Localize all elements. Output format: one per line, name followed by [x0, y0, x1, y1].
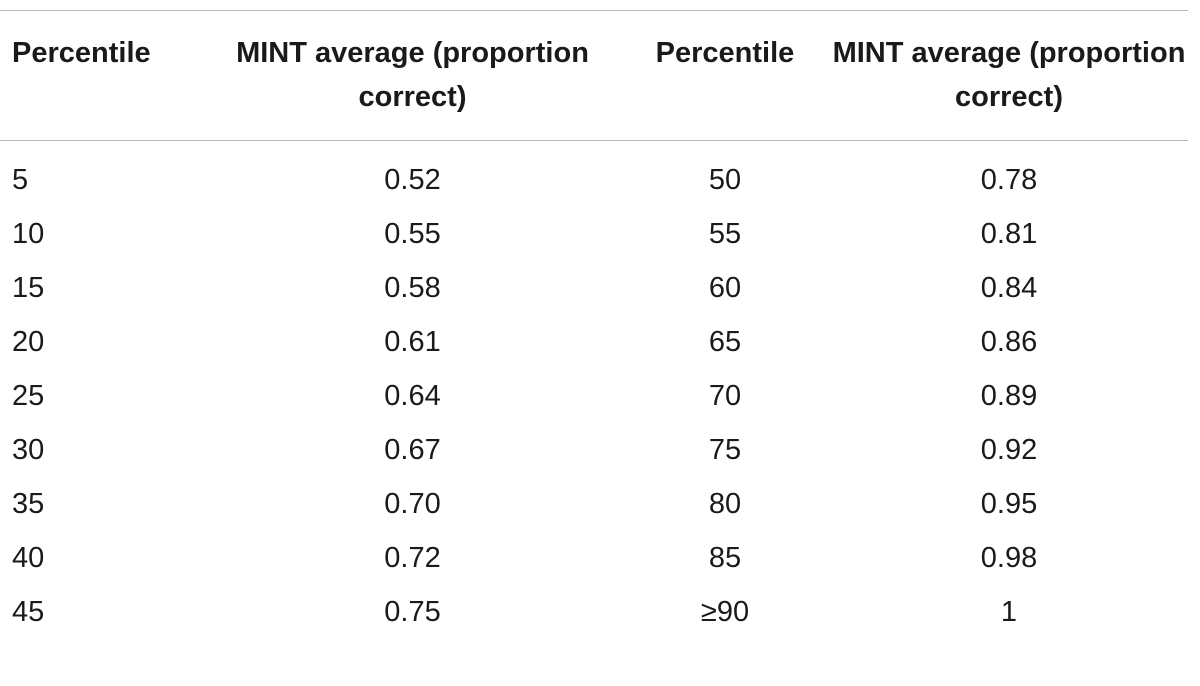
- cell-mint-average: 0.98: [980, 541, 1038, 574]
- table-row: 10 0.55 55 0.81: [0, 207, 1188, 261]
- cell-mint-average: 0.86: [980, 325, 1038, 358]
- cell-percentile: 45: [12, 595, 45, 628]
- cell-percentile: 80: [708, 487, 742, 520]
- cell-mint-average: 0.70: [384, 487, 441, 520]
- cell-percentile: 40: [12, 541, 45, 574]
- table-row: 35 0.70 80 0.95: [0, 477, 1188, 531]
- cell-percentile: 30: [12, 433, 45, 466]
- table-row: 40 0.72 85 0.98: [0, 531, 1188, 585]
- cell-mint-average: 0.72: [384, 541, 441, 574]
- cell-percentile: 10: [12, 217, 45, 250]
- header-mint-average-2: MINT average (proportion correct): [832, 37, 1186, 113]
- cell-mint-average: 0.89: [980, 379, 1038, 412]
- table-row: 45 0.75 ≥90 1: [0, 585, 1188, 639]
- cell-percentile: 85: [708, 541, 742, 574]
- cell-mint-average: 0.52: [384, 163, 441, 196]
- cell-percentile: 55: [708, 217, 742, 250]
- cell-percentile: 70: [708, 379, 742, 412]
- table-body: 5 0.52 50 0.78 10 0.55 55 0.81 15 0.58 6…: [0, 141, 1188, 640]
- table-row: 30 0.67 75 0.92: [0, 423, 1188, 477]
- cell-percentile: 50: [708, 163, 742, 196]
- cell-percentile: 15: [12, 271, 45, 304]
- header-mint-average-1: MINT average (proportion correct): [236, 37, 589, 113]
- cell-percentile: 75: [708, 433, 742, 466]
- cell-mint-average: 0.55: [384, 217, 441, 250]
- cell-mint-average: 0.95: [980, 487, 1038, 520]
- table-row: 15 0.58 60 0.84: [0, 261, 1188, 315]
- cell-mint-average: 0.84: [980, 271, 1038, 304]
- table-row: 5 0.52 50 0.78: [0, 141, 1188, 208]
- header-row: Percentile MINT average (proportion corr…: [0, 10, 1188, 141]
- cell-mint-average: 1: [1000, 595, 1018, 628]
- cell-percentile: 25: [12, 379, 45, 412]
- cell-mint-average: 0.61: [384, 325, 441, 358]
- cell-percentile: 20: [12, 325, 45, 358]
- cell-mint-average: 0.64: [384, 379, 441, 412]
- cell-mint-average: 0.58: [384, 271, 441, 304]
- cell-percentile: ≥90: [700, 595, 750, 628]
- cell-mint-average: 0.81: [980, 217, 1038, 250]
- cell-percentile: 5: [12, 163, 29, 196]
- header-percentile-2: Percentile: [655, 37, 795, 69]
- cell-mint-average: 0.75: [384, 595, 441, 628]
- cell-percentile: 60: [708, 271, 742, 304]
- cell-mint-average: 0.78: [980, 163, 1038, 196]
- cell-mint-average: 0.67: [384, 433, 441, 466]
- table-header: Percentile MINT average (proportion corr…: [0, 10, 1188, 141]
- cell-mint-average: 0.92: [980, 433, 1038, 466]
- table-row: 25 0.64 70 0.89: [0, 369, 1188, 423]
- table-row: 20 0.61 65 0.86: [0, 315, 1188, 369]
- header-percentile-1: Percentile: [12, 37, 151, 69]
- cell-percentile: 35: [12, 487, 45, 520]
- cell-percentile: 65: [708, 325, 742, 358]
- percentile-table: Percentile MINT average (proportion corr…: [0, 10, 1188, 639]
